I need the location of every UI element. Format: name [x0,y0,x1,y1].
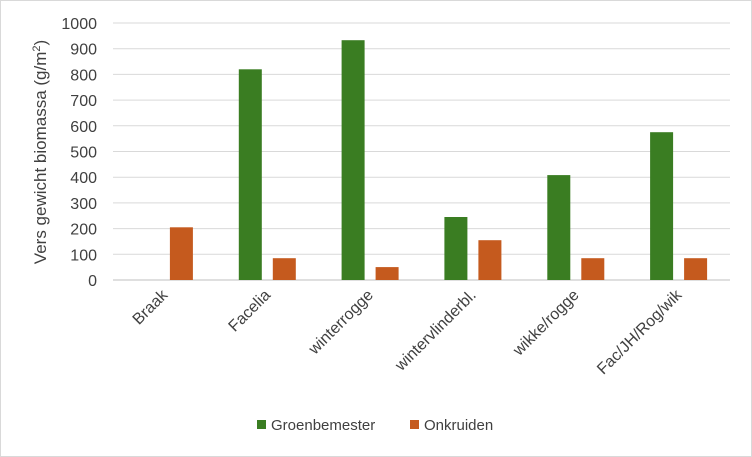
y-tick-label: 400 [70,170,97,187]
bars [169,40,708,281]
bar-groenbemester-3 [444,217,468,280]
bar-onkruiden-1 [272,258,296,280]
x-tick-label: winterrogge [305,287,377,359]
y-tick-label: 0 [88,273,97,290]
legend: Groenbemester Onkruiden [257,417,493,434]
y-axis-label: Vers gewicht biomassa (g/m2) [31,40,50,264]
bar-onkruiden-2 [375,267,399,280]
y-tick-label: 200 [70,222,97,239]
x-tick-label: wikke/rogge [509,287,582,360]
bar-groenbemester-4 [547,175,571,280]
x-axis-ticks: Braak Facelia winterrogge wintervlinderbl. w… [130,286,686,378]
y-tick-label: 700 [70,93,97,110]
bar-groenbemester-5 [650,132,674,280]
y-tick-label: 100 [70,247,97,264]
y-tick-label: 600 [70,119,97,136]
legend-label-groenbemester: Groenbemester [271,417,375,434]
y-tick-label: 500 [70,145,97,162]
y-tick-label: 900 [70,42,97,59]
y-tick-label: 800 [70,67,97,84]
y-tick-label: 300 [70,196,97,213]
y-axis-ticks: 0 100 200 300 400 500 600 700 800 900 1000 [61,16,97,290]
x-tick-label: Fac/JH/Rog/wik [594,286,686,378]
bar-onkruiden-4 [581,258,605,280]
bar-onkruiden-0 [169,227,193,280]
legend-label-onkruiden: Onkruiden [424,417,493,434]
x-tick-label: Braak [130,286,172,328]
bar-onkruiden-5 [684,258,708,280]
legend-swatch-onkruiden [410,420,419,429]
bar-groenbemester-2 [341,40,365,281]
y-tick-label: 1000 [61,16,97,33]
x-tick-label: Facelia [226,287,275,336]
bar-onkruiden-3 [478,240,502,280]
bar-groenbemester-1 [238,69,262,280]
gridlines [113,22,730,281]
x-tick-label: wintervlinderbl. [392,287,480,375]
legend-swatch-groenbemester [257,420,266,429]
